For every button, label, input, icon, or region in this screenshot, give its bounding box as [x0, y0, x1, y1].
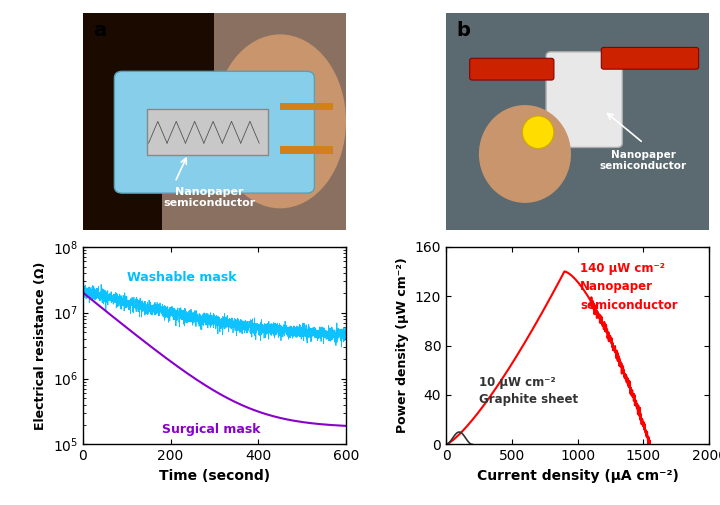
- FancyBboxPatch shape: [469, 58, 554, 80]
- FancyBboxPatch shape: [83, 13, 346, 230]
- FancyBboxPatch shape: [601, 47, 698, 69]
- Text: Graphite sheet: Graphite sheet: [479, 392, 578, 406]
- FancyBboxPatch shape: [446, 13, 709, 230]
- Y-axis label: Power density (μW cm⁻²): Power density (μW cm⁻²): [396, 258, 409, 433]
- Y-axis label: Electrical resistance (Ω): Electrical resistance (Ω): [34, 262, 47, 430]
- Text: Surgical mask: Surgical mask: [162, 423, 260, 436]
- FancyBboxPatch shape: [114, 71, 315, 193]
- X-axis label: Current density (μA cm⁻²): Current density (μA cm⁻²): [477, 469, 678, 483]
- Text: semiconductor: semiconductor: [580, 298, 678, 312]
- Text: 140 μW cm⁻²: 140 μW cm⁻²: [580, 262, 665, 275]
- Text: Nanopaper
semiconductor: Nanopaper semiconductor: [163, 187, 256, 208]
- Text: Nanopaper
semiconductor: Nanopaper semiconductor: [600, 149, 687, 171]
- Text: 10 μW cm⁻²: 10 μW cm⁻²: [479, 376, 556, 389]
- FancyBboxPatch shape: [546, 52, 622, 147]
- FancyBboxPatch shape: [148, 110, 269, 155]
- Text: a: a: [94, 21, 107, 40]
- Ellipse shape: [215, 34, 346, 209]
- FancyBboxPatch shape: [83, 13, 215, 99]
- FancyBboxPatch shape: [83, 13, 162, 230]
- Text: b: b: [456, 21, 470, 40]
- FancyBboxPatch shape: [280, 103, 333, 111]
- FancyBboxPatch shape: [280, 146, 333, 154]
- Ellipse shape: [479, 105, 571, 203]
- Text: Washable mask: Washable mask: [127, 271, 236, 284]
- Text: Nanopaper: Nanopaper: [580, 280, 653, 293]
- Ellipse shape: [522, 116, 554, 148]
- X-axis label: Time (second): Time (second): [159, 469, 270, 483]
